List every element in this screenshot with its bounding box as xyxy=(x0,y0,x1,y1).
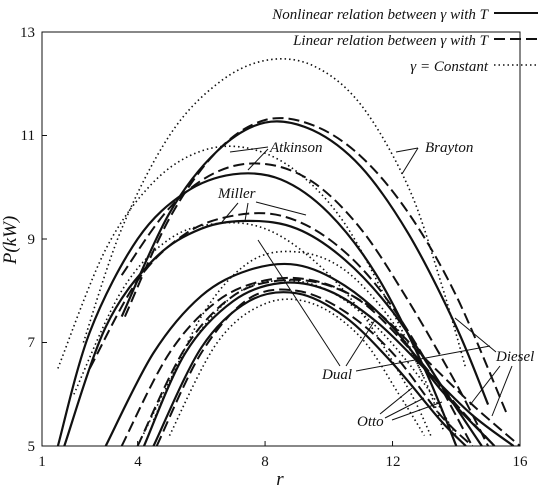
y-axis-title: P(kW) xyxy=(0,216,21,266)
leader-line-otto xyxy=(379,387,413,415)
leader-line-otto xyxy=(384,397,425,419)
cycle-annotations: Brayton Atkinson Miller Dual Diesel Otto xyxy=(217,140,534,430)
y-tick-label: 9 xyxy=(28,232,36,248)
series-line-brayton-dashed xyxy=(123,117,509,416)
series-line-dual-dashed xyxy=(120,276,496,446)
leader-line-dual xyxy=(257,239,341,367)
leader-line-brayton xyxy=(401,147,419,175)
annotation-atkinson: Atkinson xyxy=(269,140,323,156)
leader-line-atkinson xyxy=(247,148,269,171)
legend-label-nonlinear: Nonlinear relation between γ with T xyxy=(271,7,489,23)
leader-line-diesel xyxy=(469,365,501,406)
series-line-diesel-dotted xyxy=(136,279,457,446)
series-line-miller-dashed xyxy=(88,212,474,446)
x-tick-label: 8 xyxy=(261,454,269,470)
leader-line-dual xyxy=(355,345,491,372)
series-layer xyxy=(56,58,520,446)
leader-line-miller xyxy=(221,202,239,223)
legend-label-linear: Linear relation between γ with T xyxy=(292,33,490,49)
series-line-otto-dashed xyxy=(155,288,473,446)
leader-line-atkinson xyxy=(229,146,269,153)
y-tick-label: 11 xyxy=(21,128,35,144)
leader-line-diesel xyxy=(454,317,497,353)
annotation-dual: Dual xyxy=(321,367,352,383)
annotation-leaders xyxy=(221,146,513,421)
leader-line-diesel xyxy=(491,365,513,417)
annotation-otto: Otto xyxy=(357,414,384,430)
series-line-atkinson-dashed xyxy=(120,162,489,446)
y-tick-label: 5 xyxy=(28,439,36,455)
series-line-brayton-dotted xyxy=(82,58,467,369)
legend: Nonlinear relation between γ with T Line… xyxy=(271,7,538,75)
tick-marks xyxy=(41,31,521,447)
leader-line-miller xyxy=(255,201,307,216)
annotation-miller: Miller xyxy=(217,186,256,202)
y-tick-label: 13 xyxy=(20,25,35,41)
annotation-brayton: Brayton xyxy=(425,140,473,156)
series-line-diesel-dashed xyxy=(136,278,520,446)
x-tick-label: 4 xyxy=(134,454,142,470)
series-line-atkinson-dotted xyxy=(57,145,426,380)
x-tick-label: 12 xyxy=(386,454,401,470)
leader-line-miller xyxy=(244,202,249,222)
annotation-diesel: Diesel xyxy=(495,349,534,365)
series-line-otto-solid xyxy=(152,291,467,446)
leader-line-dual xyxy=(345,319,376,367)
x-tick-label: 16 xyxy=(513,454,529,470)
x-axis-title: r xyxy=(276,469,284,490)
leader-line-brayton xyxy=(395,147,419,153)
plot-frame xyxy=(41,31,521,447)
x-tick-label: 1 xyxy=(38,454,46,470)
series-line-brayton-solid xyxy=(120,120,490,406)
legend-label-constant: γ = Constant xyxy=(410,59,489,75)
y-tick-label: 7 xyxy=(28,335,36,351)
leader-line-otto xyxy=(391,401,443,421)
